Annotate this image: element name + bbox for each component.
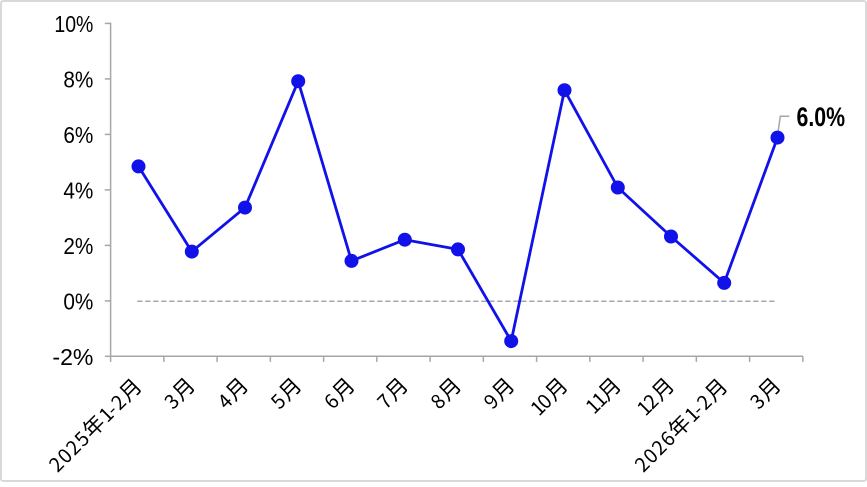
svg-text:8%: 8% [63,67,93,93]
svg-text:6%: 6% [63,122,93,148]
svg-text:10%: 10% [54,11,93,37]
svg-text:2%: 2% [63,233,93,259]
svg-text:4%: 4% [63,178,93,204]
svg-text:6.0%: 6.0% [797,102,846,132]
svg-text:0%: 0% [63,289,93,315]
svg-text:-2%: -2% [52,344,93,370]
